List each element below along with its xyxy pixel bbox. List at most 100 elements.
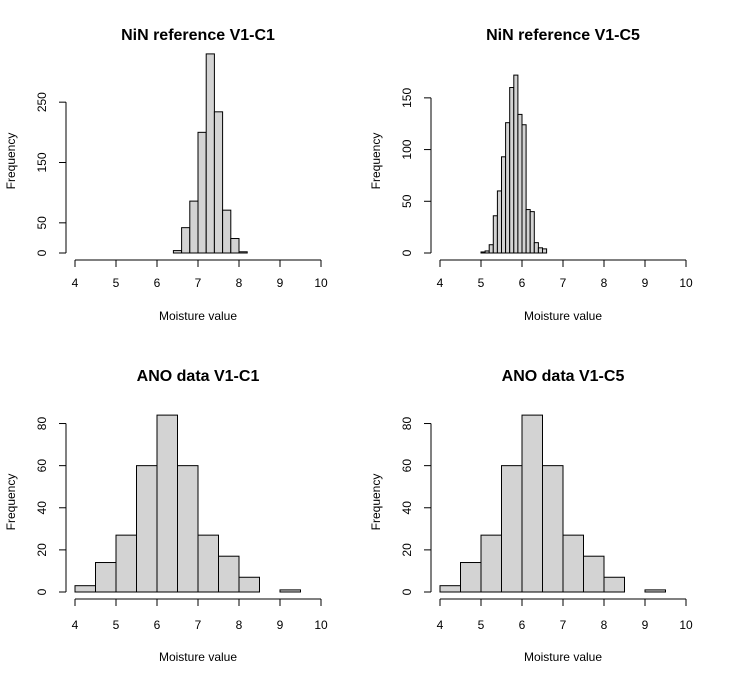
chart-title: NiN reference V1-C5 [486,27,640,44]
histogram-panel-2: NiN reference V1-C54 5 6 7 8 9 10050100150Mois… [369,27,693,323]
x-tick-label: 6 [519,276,526,290]
histogram-bar [509,87,515,254]
histogram-bar [542,465,564,593]
x-tick-label: 7 [560,276,567,290]
histogram-bar [181,227,191,254]
histogram-bar [501,156,507,254]
x-tick-label: 9 [277,276,284,290]
histogram-bar [218,555,240,593]
histogram-bar [156,414,178,593]
histogram-bar [480,251,486,254]
histogram-bar [603,576,625,593]
histogram-bar [505,122,511,254]
chart-title: ANO data V1-C5 [502,368,625,385]
y-tick-label: 60 [35,459,49,473]
y-tick-label: 0 [35,249,49,256]
x-tick-label: 8 [601,618,608,632]
y-tick-label: 40 [35,501,49,515]
y-tick-label: 0 [35,588,49,595]
x-tick-label: 10 [679,618,693,632]
x-tick-label: 5 [113,618,120,632]
x-axis-label: Moisture value [159,309,237,323]
y-tick-label: 50 [400,194,414,208]
histogram-bar [480,534,502,593]
y-tick-label: 0 [400,249,414,256]
histogram-bar [529,211,535,254]
x-tick-label: 4 [72,276,79,290]
histogram-bar [513,74,519,254]
histogram-bar [205,53,215,254]
histogram-bar [460,562,482,593]
histogram-bar [189,200,199,254]
histogram-bar [197,534,219,593]
histogram-bar [644,589,666,593]
histogram-bar [521,124,527,254]
y-axis-label: Frequency [369,474,383,531]
histogram-bar [542,248,548,254]
x-tick-label: 5 [478,276,485,290]
histogram-bar [177,465,199,593]
x-tick-label: 4 [437,618,444,632]
histogram-bar [238,576,260,593]
x-tick-label: 6 [154,276,161,290]
y-tick-label: 80 [35,417,49,431]
y-tick-label: 150 [35,152,49,172]
histogram-bar [279,589,301,593]
x-tick-label: 6 [154,618,161,632]
y-tick-label: 80 [400,417,414,431]
y-tick-label: 250 [35,92,49,112]
histogram-bar [562,534,584,593]
histogram-bar [238,251,248,254]
histogram-bar [537,247,544,254]
histogram-bar [492,215,498,254]
histogram-bar [525,209,531,254]
y-tick-label: 40 [400,501,414,515]
histogram-bar [488,244,494,254]
x-tick-label: 10 [679,276,693,290]
histogram-bar [484,250,490,254]
x-axis-label: Moisture value [524,309,602,323]
x-tick-label: 5 [478,618,485,632]
histogram-bar [533,242,539,254]
y-tick-label: 50 [35,216,49,230]
y-tick-label: 20 [35,543,49,557]
y-axis-label: Frequency [4,474,18,531]
chart-title: NiN reference V1-C1 [121,27,275,44]
x-tick-label: 9 [642,618,649,632]
x-tick-label: 7 [195,618,202,632]
histogram-bar [95,562,117,593]
histogram-bar [230,238,240,254]
histogram-bar [496,190,502,254]
x-axis-label: Moisture value [524,650,602,664]
histogram-bar [517,113,523,254]
histogram-bar [115,534,137,593]
histogram-panel-3: ANO data V1-C1 4 5 6 7 8 9 10 0 20 40 60 80 Moisture … [4,368,328,664]
histogram-panel-1: NiN reference V1-C1 4 5 6 7 8 9 10 0 50 150 250 Mois… [4,27,328,323]
x-tick-label: 10 [314,618,328,632]
histogram-bar [501,465,523,593]
chart-title: ANO data V1-C1 [137,368,260,385]
x-tick-label: 4 [437,276,444,290]
y-tick-label: 100 [400,139,414,159]
y-tick-label: 60 [400,459,414,473]
x-tick-label: 5 [113,276,120,290]
histogram-panel-4: ANO data V1-C5 4 5 6 7 8 9 10 0 20 40 60 80 Moisture … [369,368,693,664]
histogram-bar [197,131,207,254]
histogram-bar [222,209,232,254]
histogram-bar [583,555,605,593]
y-tick-label: 150 [400,88,414,108]
y-axis-label: Frequency [4,133,18,190]
histogram-bar [172,250,183,254]
x-tick-label: 8 [236,276,243,290]
x-tick-label: 7 [560,618,567,632]
histogram-bar [74,585,96,593]
y-tick-label: 20 [400,543,414,557]
y-axis-label: Frequency [369,133,383,190]
x-tick-label: 10 [314,276,328,290]
histogram-bar [521,414,543,593]
histogram-bar [439,585,461,593]
x-tick-label: 6 [519,618,526,632]
x-tick-label: 9 [277,618,284,632]
x-axis-label: Moisture value [159,650,237,664]
